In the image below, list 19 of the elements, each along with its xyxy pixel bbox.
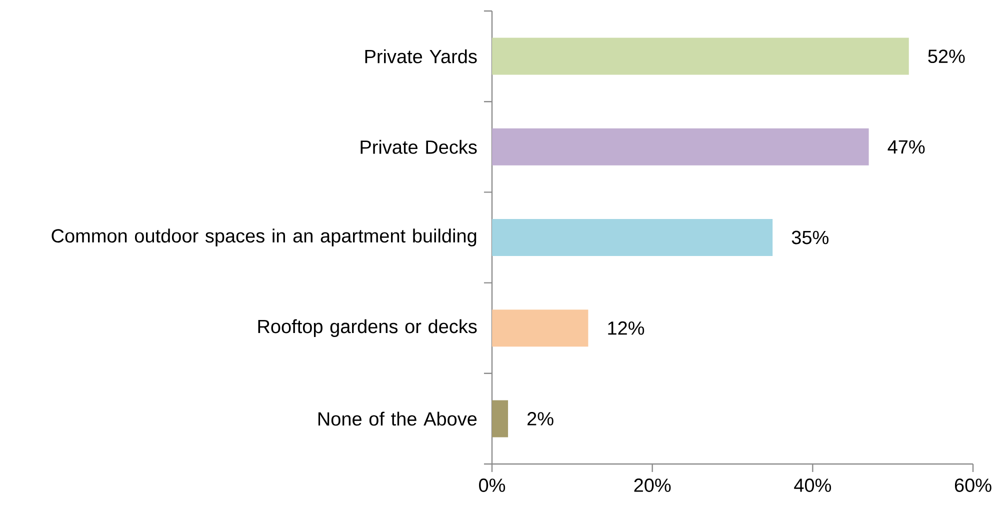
- y-tick-label: None of the Above: [318, 412, 477, 426]
- y-tick-label: Common outdoor spaces in an apartment building: [52, 228, 476, 246]
- y-tick-label: Private Yards: [365, 49, 477, 64]
- bar: [492, 310, 588, 347]
- data-label: 47%: [888, 140, 925, 154]
- data-label: 2%: [528, 412, 554, 426]
- bar: [492, 38, 909, 75]
- x-tick-label: 20%: [634, 478, 671, 492]
- data-label: 35%: [792, 230, 828, 244]
- data-label: 12%: [608, 321, 644, 335]
- bar: [492, 219, 773, 256]
- data-label: 52%: [928, 50, 965, 64]
- x-tick-label: 40%: [794, 478, 832, 492]
- x-tick-label: 60%: [954, 478, 992, 492]
- y-tick-label: Rooftop gardens or decks: [258, 319, 477, 337]
- y-tick-label: Private Decks: [360, 140, 477, 154]
- x-tick-label: 0%: [479, 478, 506, 492]
- bar: [492, 128, 869, 166]
- bar: [492, 400, 508, 438]
